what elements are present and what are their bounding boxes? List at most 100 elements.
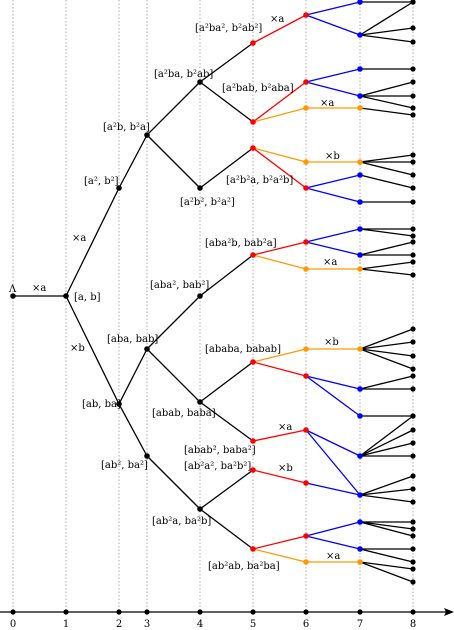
node-n6_13	[303, 559, 309, 565]
node-n7_18	[357, 546, 363, 552]
leaf-node-31	[410, 473, 416, 479]
node-abab	[197, 399, 203, 405]
node-a2	[116, 185, 122, 191]
op-label-10: ×a	[326, 551, 340, 562]
node-a2b2a	[250, 145, 256, 151]
edge-26	[252, 348, 307, 363]
node-label-a2b2-b2a2: [a²b², b²a²]	[180, 197, 235, 208]
node-n6_4	[303, 159, 309, 165]
leaf-node-32	[410, 486, 416, 492]
op-label-9: ×b	[278, 463, 293, 474]
node-abba	[116, 401, 122, 407]
node-n7_13	[357, 386, 363, 392]
leaf-node-28	[410, 427, 416, 433]
axis-tick-label-6: 6	[303, 619, 309, 630]
node-label-a2bab-b2aba: [a²bab, b²aba]	[222, 83, 294, 94]
node-label-ababa-babab: [ababa, babab]	[205, 344, 281, 355]
node-label-ab2a2-ba2b2: [ab²a², ba²b²]	[184, 461, 251, 472]
leaf-node-40	[410, 579, 416, 585]
leaf-node-22	[410, 353, 416, 359]
leaf-node-27	[410, 413, 416, 419]
edge-3	[118, 134, 148, 189]
edge-39	[305, 187, 361, 203]
node-aba2b	[250, 252, 256, 258]
leaf-edge-12	[359, 174, 414, 189]
leaf-edge-20	[359, 328, 414, 350]
edge-8	[199, 147, 254, 189]
edge-47	[305, 429, 361, 496]
node-a2bab	[250, 119, 256, 125]
leaf-edge-18	[359, 261, 414, 270]
op-label-8: ×a	[278, 422, 292, 433]
leaf-edge-11	[359, 161, 414, 176]
leaf-edge-23	[359, 348, 414, 370]
leaf-edge-15	[359, 228, 414, 237]
vertical-guides	[12, 0, 414, 612]
edge-19	[252, 14, 307, 44]
leaf-node-14	[410, 226, 416, 232]
node-n6_7	[303, 266, 309, 272]
leaf-node-34	[410, 519, 416, 525]
node-n7_17	[357, 519, 363, 525]
node-label-a-b: [a, b]	[74, 292, 101, 303]
axis-tick-dot-2	[116, 609, 122, 615]
leaf-edge-24	[359, 375, 414, 390]
leaf-edge-28	[359, 429, 414, 457]
node-label-ab2-ba2: [ab², ba²]	[101, 460, 148, 471]
node-n6_2	[303, 79, 309, 85]
node-label-ab2a-ba2b: [ab²a, ba²b]	[152, 516, 211, 527]
leaf-edge-21	[359, 341, 414, 350]
node-n6_5	[303, 185, 309, 191]
leaf-node-35	[410, 526, 416, 532]
leaf-edge-7	[359, 95, 414, 109]
node-n7_19	[357, 559, 363, 565]
edge-1	[65, 187, 120, 297]
node-abab2	[250, 438, 256, 444]
leaf-edge-27	[359, 415, 414, 457]
node-n7_10	[357, 252, 363, 258]
node-label-aba-bab: [aba, bab]	[107, 334, 158, 345]
edge-5	[146, 134, 201, 189]
leaf-node-10	[410, 159, 416, 165]
edge-28	[252, 429, 307, 442]
node-a2ba	[197, 79, 203, 85]
node-n7_2	[357, 32, 363, 38]
axis-tick-label-2: 2	[116, 619, 122, 630]
node-label-aba2b-bab2a: [aba²b, bab²a]	[205, 238, 277, 249]
leaf-edge-5	[359, 81, 414, 97]
node-n7_4	[357, 93, 363, 99]
node-n6_3	[303, 105, 309, 111]
node-ababa	[250, 359, 256, 365]
axis-tick-label-0: 0	[10, 619, 16, 630]
node-n6_12	[303, 533, 309, 539]
root-label: Λ	[8, 284, 17, 295]
node-label-ab2ab-ba2ba: [ab²ab, ba²ba]	[208, 561, 280, 572]
leaf-node-8	[410, 112, 416, 118]
node-n7_9	[357, 226, 363, 232]
leaf-node-29	[410, 440, 416, 446]
leaf-node-12	[410, 185, 416, 191]
op-label-0: ×a	[32, 283, 46, 294]
node-aba	[144, 346, 150, 352]
axis-tick-label-4: 4	[197, 619, 203, 630]
axis-tick-dot-6	[303, 609, 309, 615]
edge-14	[199, 361, 254, 403]
op-label-5: ×b	[325, 151, 340, 162]
axis-tick-label-8: 8	[410, 619, 416, 630]
node-label-abab-baba: [abab, baba]	[152, 408, 216, 419]
leaf-edge-31	[359, 475, 414, 496]
leaf-node-3	[410, 39, 416, 45]
axis-tick-label-1: 1	[63, 619, 69, 630]
edge-50	[305, 535, 361, 550]
leaf-edge-36	[359, 521, 414, 537]
leaf-node-30	[410, 453, 416, 459]
edge-32	[305, 1, 361, 16]
node-ab	[63, 293, 69, 299]
edge-33	[305, 14, 361, 36]
edge-34	[305, 68, 361, 83]
axis-tick-dot-4	[197, 609, 203, 615]
node-label-abab2-baba2: [abab², baba²]	[184, 445, 256, 456]
node-label-a2ba-b2ab: [a²ba, b²ab]	[154, 69, 213, 80]
leaf-edge-9	[359, 154, 414, 163]
edge-4	[146, 81, 201, 136]
